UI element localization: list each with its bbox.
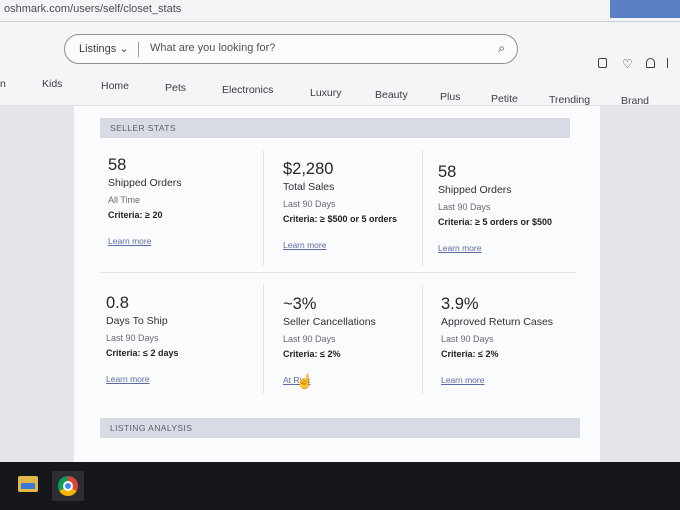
- column-divider: [263, 150, 264, 266]
- stat-period: Last 90 Days: [283, 199, 336, 209]
- seller-stats-header: SELLER STATS: [100, 118, 570, 138]
- search-divider: [138, 42, 139, 57]
- address-bar[interactable]: oshmark.com/users/self/closet_stats: [0, 0, 680, 22]
- column-divider: [422, 284, 423, 394]
- nav-item-partial[interactable]: n: [0, 78, 6, 90]
- listing-analysis-title: LISTING ANALYSIS: [110, 423, 193, 433]
- search-category-label: Listings: [79, 43, 117, 55]
- browser-screen: oshmark.com/users/self/closet_stats List…: [0, 0, 680, 462]
- learn-more-link[interactable]: At Rink: [283, 375, 311, 385]
- nav-item-electronics[interactable]: Electronics: [222, 84, 274, 96]
- stat-criteria: Criteria: ≥ $500 or 5 orders: [283, 214, 397, 224]
- search-icon[interactable]: ⌕: [498, 41, 505, 55]
- search-category-dropdown[interactable]: Listings ⌄: [79, 42, 129, 55]
- stat-criteria: Criteria: ≥ 5 orders or $500: [438, 217, 552, 227]
- stat-criteria: Criteria: ≤ 2 days: [106, 348, 179, 358]
- nav-item-petite[interactable]: Petite: [491, 93, 518, 105]
- stat-title: Approved Return Cases: [441, 316, 554, 328]
- learn-more-link[interactable]: Learn more: [108, 236, 152, 246]
- stat-card-approved-return-cases: 3.9% Approved Return Cases Last 90 Days …: [441, 295, 591, 385]
- chrome-taskbar-button[interactable]: [52, 471, 84, 501]
- stat-value: 0.8: [106, 294, 129, 312]
- stat-value: 3.9%: [441, 295, 479, 313]
- stat-card-seller-cancellations: ~3% Seller Cancellations Last 90 Days Cr…: [283, 295, 433, 385]
- site-header: Listings ⌄ What are you looking for? ⌕: [0, 22, 680, 72]
- stat-value: $2,280: [283, 160, 334, 178]
- nav-item-home[interactable]: Home: [101, 80, 130, 92]
- learn-more-link[interactable]: Learn more: [438, 243, 482, 253]
- nav-item-luxury[interactable]: Luxury: [310, 87, 342, 99]
- stat-title: Seller Cancellations: [283, 316, 376, 328]
- window-chrome-accent: [610, 0, 680, 18]
- nav-item-pets[interactable]: Pets: [165, 82, 187, 94]
- closet-stats-panel: SELLER STATS 58 Shipped Orders All Time …: [74, 106, 600, 462]
- stat-period: Last 90 Days: [438, 202, 491, 212]
- category-nav: n Kids Home Pets Electronics Luxury Beau…: [0, 72, 680, 107]
- stat-criteria: Criteria: ≤ 2%: [441, 349, 499, 359]
- listing-analysis-header: LISTING ANALYSIS: [100, 418, 580, 438]
- nav-item-beauty[interactable]: Beauty: [375, 89, 408, 101]
- stat-title: Days To Ship: [106, 315, 168, 327]
- row-divider: [100, 272, 576, 273]
- taskbar: [0, 462, 680, 510]
- menu-partial-icon[interactable]: [666, 58, 672, 68]
- stat-title: Shipped Orders: [108, 177, 182, 189]
- stat-period: Last 90 Days: [106, 333, 159, 343]
- chevron-down-icon: ⌄: [119, 43, 129, 55]
- seller-stats-title: SELLER STATS: [110, 123, 176, 133]
- stat-criteria: Criteria: ≤ 2%: [283, 349, 341, 359]
- stat-criteria: Criteria: ≥ 20: [108, 210, 163, 220]
- hand-cursor-icon: ☝: [296, 373, 314, 389]
- stat-value: 58: [438, 163, 457, 181]
- learn-more-link[interactable]: Learn more: [283, 240, 327, 250]
- stat-value: 58: [108, 156, 127, 174]
- learn-more-link[interactable]: Learn more: [106, 374, 150, 384]
- file-explorer-icon[interactable]: [18, 476, 38, 492]
- nav-item-kids[interactable]: Kids: [42, 78, 63, 90]
- header-icon-group: ♡: [598, 57, 672, 71]
- stat-card-shipped-orders-all-time: 58 Shipped Orders All Time Criteria: ≥ 2…: [108, 156, 258, 246]
- stat-value: ~3%: [283, 295, 317, 313]
- stat-card-total-sales: $2,280 Total Sales Last 90 Days Criteria…: [283, 160, 423, 250]
- nav-item-brand[interactable]: Brand: [621, 95, 650, 107]
- stat-title: Shipped Orders: [438, 184, 512, 196]
- column-divider: [422, 150, 423, 266]
- stat-period: All Time: [108, 195, 141, 205]
- learn-more-link[interactable]: Learn more: [441, 375, 485, 385]
- column-divider: [263, 284, 264, 394]
- stat-period: Last 90 Days: [441, 334, 494, 344]
- page-margin-right: [600, 106, 680, 462]
- nav-item-trending[interactable]: Trending: [549, 94, 591, 106]
- shopping-bag-icon[interactable]: [598, 58, 607, 68]
- page-margin-left: [0, 106, 74, 462]
- chrome-icon-center: [63, 481, 73, 491]
- search-bar[interactable]: Listings ⌄ What are you looking for? ⌕: [64, 34, 518, 64]
- stat-card-days-to-ship: 0.8 Days To Ship Last 90 Days Criteria: …: [106, 294, 256, 384]
- search-input[interactable]: What are you looking for?: [150, 42, 276, 54]
- bell-icon[interactable]: [645, 58, 655, 68]
- nav-item-plus[interactable]: Plus: [440, 91, 461, 103]
- heart-icon[interactable]: ♡: [622, 57, 633, 71]
- stat-card-shipped-orders-90-days: 58 Shipped Orders Last 90 Days Criteria:…: [438, 163, 578, 253]
- stat-title: Total Sales: [283, 181, 335, 193]
- stat-period: Last 90 Days: [283, 334, 336, 344]
- url-text[interactable]: oshmark.com/users/self/closet_stats: [4, 3, 182, 15]
